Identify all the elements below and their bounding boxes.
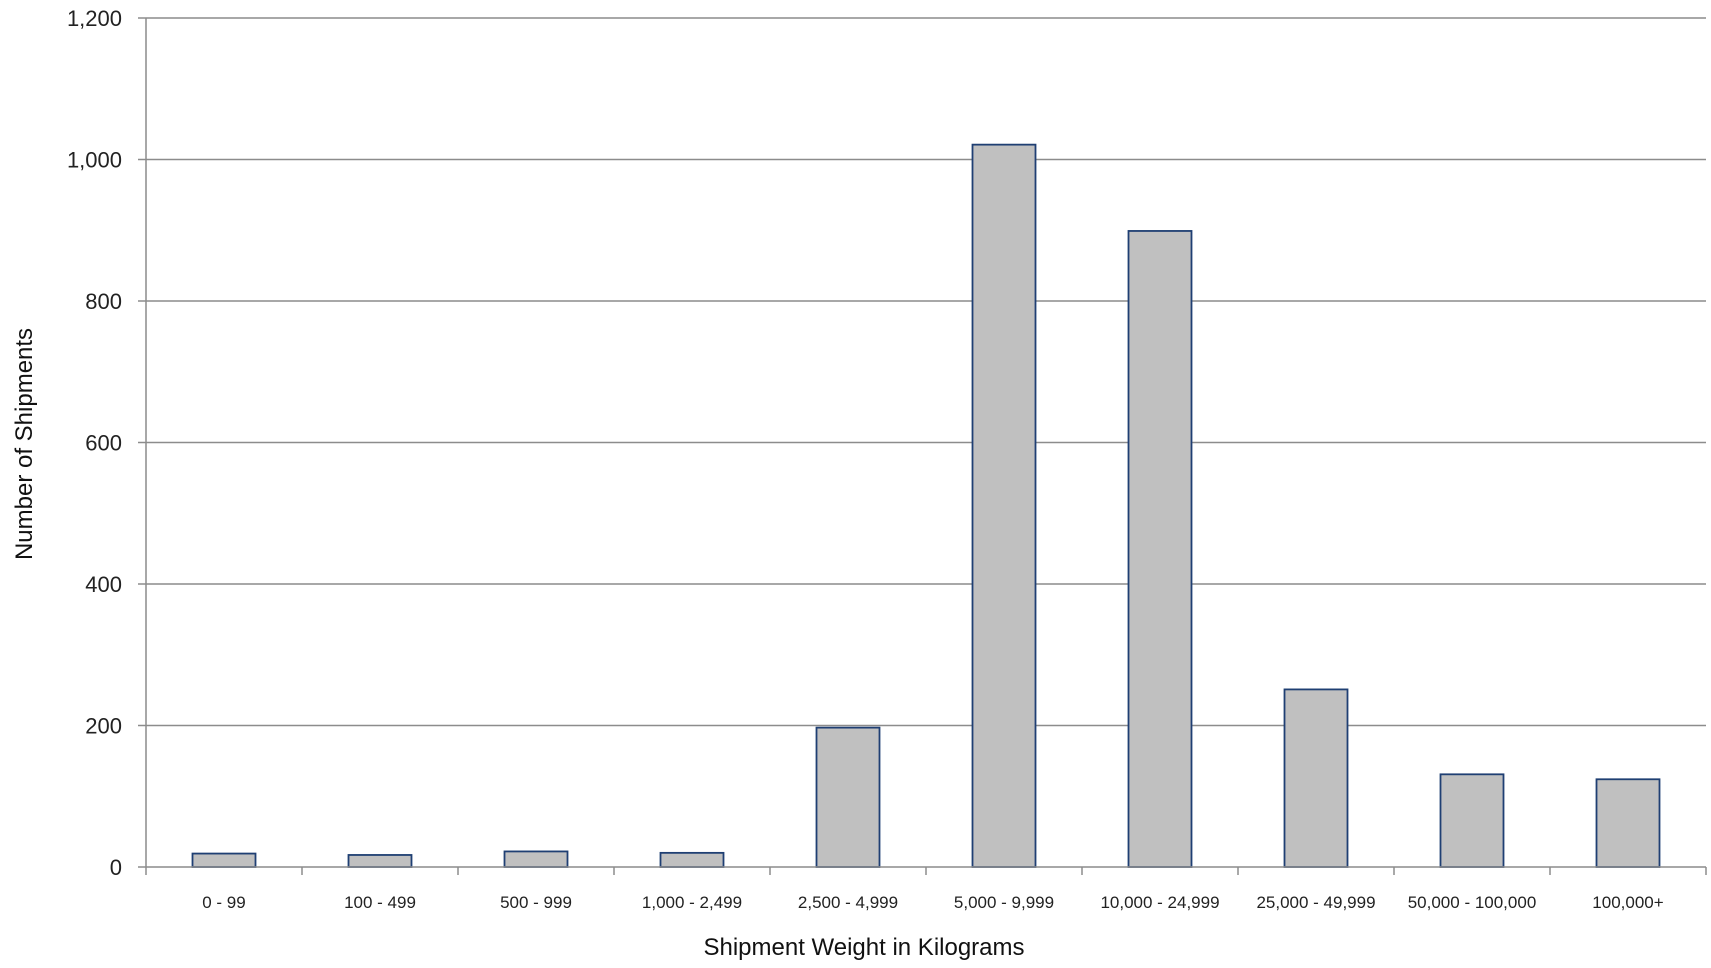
bar-0 (191, 852, 257, 868)
bar-3 (659, 851, 725, 868)
bar-8 (1439, 773, 1505, 868)
bar-2 (503, 850, 569, 868)
x-tick-label: 2,500 - 4,999 (798, 893, 898, 912)
bars (191, 143, 1661, 868)
y-tick-label: 0 (110, 855, 122, 880)
bar-4 (815, 726, 881, 868)
y-tick-label: 600 (85, 431, 122, 456)
bar-1 (347, 854, 413, 868)
x-tick-label: 100 - 499 (344, 893, 416, 912)
y-tick-label: 1,200 (67, 6, 122, 31)
y-axis-title: Number of Shipments (11, 328, 38, 560)
x-tick-label: 1,000 - 2,499 (642, 893, 742, 912)
x-tick-label: 0 - 99 (202, 893, 245, 912)
y-tick-label: 200 (85, 714, 122, 739)
x-tick-label: 25,000 - 49,999 (1256, 893, 1375, 912)
bar-7 (1283, 688, 1349, 868)
y-tick-labels: 0 200 400 600 800 1,000 1,200 (67, 6, 122, 880)
x-tick-label: 100,000+ (1592, 893, 1663, 912)
x-tick-labels: 0 - 99 100 - 499 500 - 999 1,000 - 2,499 2,5… (202, 893, 1663, 912)
x-tick-label: 10,000 - 24,999 (1100, 893, 1219, 912)
gridlines (146, 17, 1706, 727)
y-tick-label: 1,000 (67, 148, 122, 173)
bar-9 (1595, 778, 1661, 868)
bar-5 (971, 143, 1037, 868)
x-tick-label: 50,000 - 100,000 (1408, 893, 1537, 912)
x-axis-title: Shipment Weight in Kilograms (703, 934, 1024, 961)
bar-6 (1127, 230, 1193, 868)
x-tick-label: 5,000 - 9,999 (954, 893, 1054, 912)
y-tick-label: 800 (85, 289, 122, 314)
axes (138, 17, 1707, 875)
x-tick-label: 500 - 999 (500, 893, 572, 912)
y-tick-label: 400 (85, 572, 122, 597)
